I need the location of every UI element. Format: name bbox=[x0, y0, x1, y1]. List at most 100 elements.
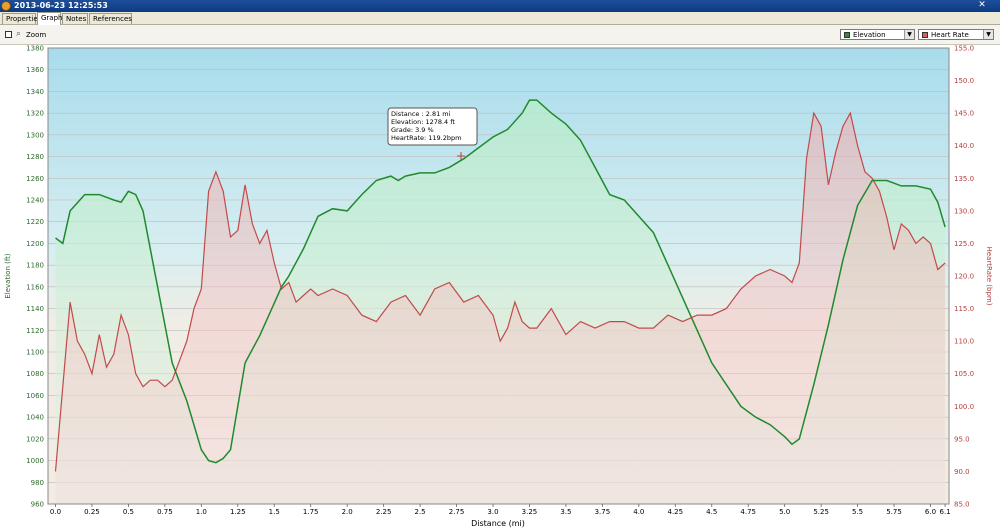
heart-rate-area bbox=[55, 113, 946, 504]
chevron-down-icon[interactable]: ▼ bbox=[983, 30, 993, 39]
close-icon[interactable]: ✕ bbox=[978, 0, 986, 10]
left-axis-tick-label: 1180 bbox=[26, 262, 44, 270]
left-axis-tick-label: 1300 bbox=[26, 131, 44, 139]
graph-toolbar: ⌕ Zoom Elevation ▼ Heart Rate ▼ bbox=[0, 25, 1000, 45]
x-axis-tick-label: 4.25 bbox=[667, 508, 683, 516]
right-axis-tick-label: 130.0 bbox=[954, 207, 974, 215]
heart-rate-swatch bbox=[922, 32, 928, 38]
left-axis-tick-label: 980 bbox=[31, 479, 44, 487]
x-axis-ticks: 0.0 0.25 0.5 0.75 1.0 1.25 1.5 1.75 2.0 2.25 2.5 2.… bbox=[50, 504, 951, 516]
x-axis-tick-label: 5.5 bbox=[852, 508, 863, 516]
x-axis-tick-label: 3.75 bbox=[595, 508, 611, 516]
left-axis-tick-label: 960 bbox=[31, 501, 44, 509]
left-axis-tick-label: 1260 bbox=[26, 175, 44, 183]
hover-marker bbox=[457, 152, 465, 160]
left-axis-tick-label: 1200 bbox=[26, 240, 44, 248]
x-axis-tick-label: 2.25 bbox=[376, 508, 392, 516]
x-axis-tick-label: 2.0 bbox=[342, 508, 353, 516]
left-axis-tick-label: 1160 bbox=[26, 283, 44, 291]
info-tooltip: Distance : 2.81 mi Elevation: 1278.4 ft … bbox=[387, 107, 478, 146]
right-axis-ticks: 85.0 90.0 95.0 100.0 105.0 110.0 115.0 120.0 125… bbox=[954, 45, 974, 509]
right-axis-label: HeartRate (bpm) bbox=[985, 247, 993, 306]
left-axis-label: Elevation (ft) bbox=[4, 253, 12, 299]
left-axis-tick-label: 1060 bbox=[26, 392, 44, 400]
plot-border bbox=[47, 47, 950, 505]
x-axis-tick-label: 3.25 bbox=[522, 508, 538, 516]
tooltip-heart-rate: HeartRate: 119.2bpm bbox=[391, 134, 461, 142]
tab-references[interactable]: References bbox=[89, 13, 132, 24]
right-axis-tick-label: 155.0 bbox=[954, 45, 974, 53]
zoom-icon: ⌕ bbox=[16, 29, 22, 39]
right-axis-tick-label: 115.0 bbox=[954, 305, 974, 313]
left-axis-tick-label: 1020 bbox=[26, 435, 44, 443]
x-axis-tick-label: 4.0 bbox=[633, 508, 644, 516]
left-axis-tick-label: 1380 bbox=[26, 45, 44, 53]
x-axis-tick-label: 5.0 bbox=[779, 508, 790, 516]
x-axis-tick-label: 1.75 bbox=[303, 508, 319, 516]
x-axis-tick-label: 6.1 bbox=[940, 508, 951, 516]
x-axis-tick-label: 1.25 bbox=[230, 508, 246, 516]
elevation-swatch bbox=[844, 32, 850, 38]
right-axis-tick-label: 100.0 bbox=[954, 403, 974, 411]
x-axis-tick-label: 5.75 bbox=[886, 508, 902, 516]
x-axis-tick-label: 0.5 bbox=[123, 508, 134, 516]
tooltip-distance: Distance : 2.81 mi bbox=[391, 110, 451, 118]
x-axis-tick-label: 4.5 bbox=[706, 508, 717, 516]
zoom-checkbox[interactable] bbox=[5, 31, 12, 38]
left-axis-tick-label: 1320 bbox=[26, 110, 44, 118]
right-axis-tick-label: 120.0 bbox=[954, 273, 974, 281]
tab-graph[interactable]: Graph bbox=[37, 12, 62, 25]
x-axis-tick-label: 5.25 bbox=[813, 508, 829, 516]
right-axis-tick-label: 125.0 bbox=[954, 240, 974, 248]
right-axis-tick-label: 110.0 bbox=[954, 338, 974, 346]
right-axis-tick-label: 145.0 bbox=[954, 110, 974, 118]
x-axis-tick-label: 2.5 bbox=[415, 508, 426, 516]
left-axis-tick-label: 1000 bbox=[26, 457, 44, 465]
graph-area[interactable]: 960 980 1000 1020 1040 1060 1080 1100 1120 1140 11… bbox=[0, 45, 1000, 531]
left-axis-tick-label: 1120 bbox=[26, 327, 44, 335]
tab-bar: Properties Graph Notes References bbox=[0, 12, 1000, 25]
x-axis-label: Distance (mi) bbox=[471, 519, 525, 528]
x-axis-tick-label: 4.75 bbox=[740, 508, 756, 516]
right-axis-tick-label: 135.0 bbox=[954, 175, 974, 183]
left-axis-tick-label: 1220 bbox=[26, 218, 44, 226]
left-axis-tick-label: 1140 bbox=[26, 305, 44, 313]
tab-properties[interactable]: Properties bbox=[2, 13, 41, 24]
right-axis-tick-label: 140.0 bbox=[954, 142, 974, 150]
left-axis-tick-label: 1360 bbox=[26, 66, 44, 74]
x-axis-tick-label: 6.0 bbox=[925, 508, 936, 516]
window-title: 2013-06-23 12:25:53 bbox=[14, 1, 108, 10]
right-axis-tick-label: 150.0 bbox=[954, 77, 974, 85]
x-axis-tick-label: 0.75 bbox=[157, 508, 173, 516]
x-axis-tick-label: 0.25 bbox=[84, 508, 100, 516]
chevron-down-icon[interactable]: ▼ bbox=[904, 30, 914, 39]
left-axis-tick-label: 1240 bbox=[26, 197, 44, 205]
left-axis-tick-label: 1100 bbox=[26, 349, 44, 357]
x-axis-tick-label: 2.75 bbox=[449, 508, 465, 516]
tooltip-grade: Grade: 3.9 % bbox=[391, 126, 434, 134]
right-axis-tick-label: 105.0 bbox=[954, 370, 974, 378]
left-axis-tick-label: 1080 bbox=[26, 370, 44, 378]
tab-notes[interactable]: Notes bbox=[62, 13, 88, 24]
right-axis-tick-label: 95.0 bbox=[954, 435, 970, 443]
right-axis-tick-label: 90.0 bbox=[954, 468, 970, 476]
x-axis-tick-label: 3.0 bbox=[487, 508, 498, 516]
app-icon bbox=[1, 1, 11, 11]
left-axis-tick-label: 1280 bbox=[26, 153, 44, 161]
x-axis-tick-label: 1.0 bbox=[196, 508, 207, 516]
heart-rate-line bbox=[54, 111, 946, 472]
series-select-secondary-label: Heart Rate bbox=[931, 31, 969, 39]
series-select-secondary[interactable]: Heart Rate ▼ bbox=[918, 29, 994, 40]
left-axis-tick-label: 1040 bbox=[26, 414, 44, 422]
series-select-primary[interactable]: Elevation ▼ bbox=[840, 29, 915, 40]
right-axis-tick-label: 85.0 bbox=[954, 501, 970, 509]
x-axis-tick-label: 1.5 bbox=[269, 508, 280, 516]
tooltip-elevation: Elevation: 1278.4 ft bbox=[391, 118, 455, 126]
left-axis-ticks: 960 980 1000 1020 1040 1060 1080 1100 1120 1140 11… bbox=[26, 45, 44, 509]
left-axis-tick-label: 1340 bbox=[26, 88, 44, 96]
tooltip-box bbox=[387, 107, 478, 146]
series-select-primary-label: Elevation bbox=[853, 31, 886, 39]
elevation-line bbox=[55, 99, 946, 464]
window-titlebar: 2013-06-23 12:25:53 ✕ bbox=[0, 0, 1000, 12]
zoom-label: Zoom bbox=[26, 31, 47, 39]
